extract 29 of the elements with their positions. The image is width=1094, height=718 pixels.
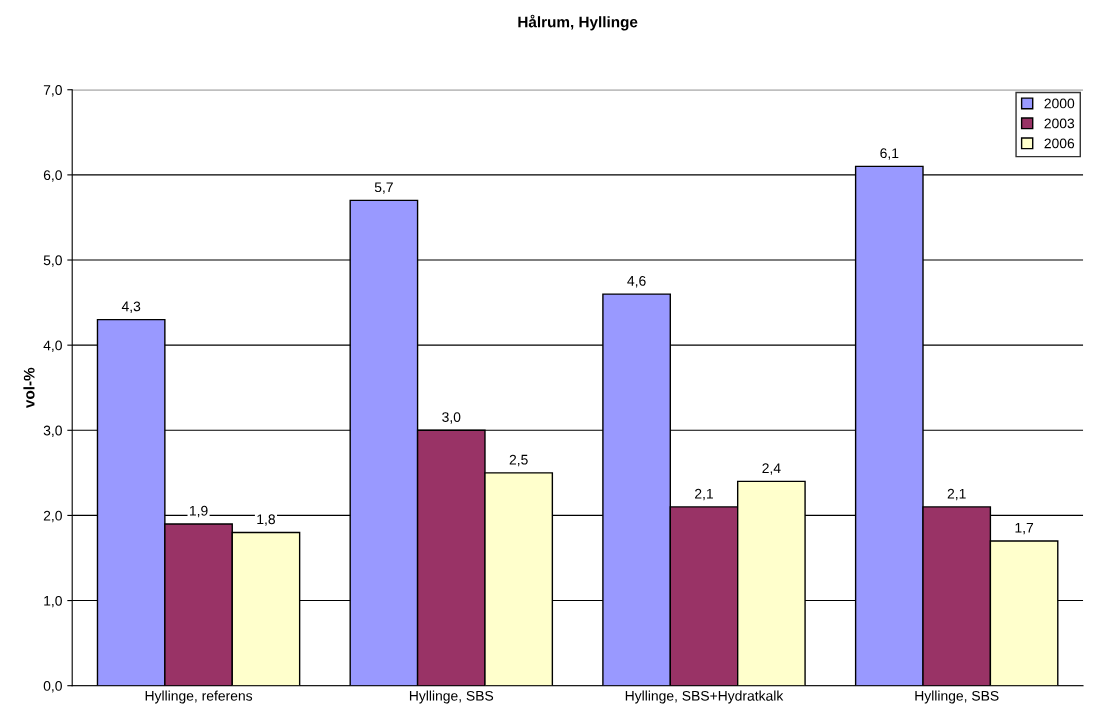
y-tick-label: 2,0 <box>43 510 62 523</box>
data-label: 6,1 <box>880 148 899 160</box>
data-label: 2,1 <box>947 488 966 501</box>
data-label: 3,0 <box>442 412 461 424</box>
legend-label: 2000 <box>1044 98 1075 109</box>
y-tick-label: 0,0 <box>43 681 62 693</box>
y-tick-label: 6,0 <box>43 170 62 182</box>
data-label: 4,6 <box>627 275 646 288</box>
data-label: 2,1 <box>695 488 713 501</box>
x-tick-label: Hyllinge, SBS <box>915 690 999 704</box>
data-label: 5,7 <box>374 182 393 194</box>
data-label: 1,9 <box>189 505 208 518</box>
data-label: 2,4 <box>762 463 781 475</box>
chart-title: Hålrum, Hyllinge <box>518 14 638 31</box>
legend-label: 2003 <box>1044 118 1075 129</box>
y-axis-title: vol-% <box>23 367 35 409</box>
data-label: 2,5 <box>509 454 528 467</box>
data-label: 4,3 <box>121 301 141 313</box>
x-tick-label: Hyllinge, referens <box>145 690 253 704</box>
y-tick-label: 4,0 <box>43 340 62 352</box>
y-tick-label: 1,0 <box>44 595 62 608</box>
x-tick-label: Hyllinge, SBS+Hydratkalk <box>625 690 784 704</box>
x-tick-label: Hyllinge, SBS <box>409 690 494 704</box>
legend-label: 2006 <box>1044 138 1075 149</box>
data-label: 1,7 <box>1015 522 1034 535</box>
y-tick-label: 7,0 <box>43 85 62 97</box>
y-tick-label: 3,0 <box>43 425 62 438</box>
data-label: 1,8 <box>257 514 275 526</box>
y-tick-label: 5,0 <box>43 255 62 267</box>
